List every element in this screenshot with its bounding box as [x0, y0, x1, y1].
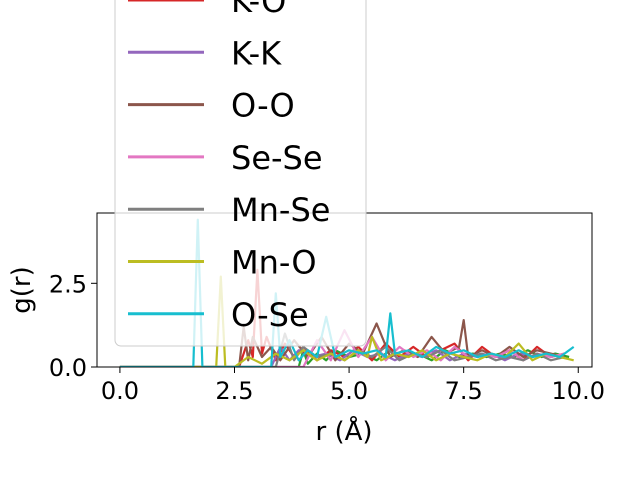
series-line-2 — [119, 345, 561, 367]
legend-label: Se-Se — [231, 139, 323, 177]
x-tick-label: 2.5 — [215, 377, 253, 405]
series-line-4 — [119, 329, 565, 367]
y-tick-label: 2.5 — [49, 270, 87, 298]
legend-label: O-Se — [231, 296, 309, 334]
x-axis: 0.0 2.5 5.0 7.5 10.0 — [101, 367, 605, 405]
legend-label: Mn-Se — [231, 191, 330, 229]
x-tick-label: 7.5 — [445, 377, 483, 405]
legend-label: K-K — [231, 34, 282, 72]
y-axis-label: g(r) — [7, 266, 37, 313]
x-tick-label: 5.0 — [330, 377, 368, 405]
legend-label: O-O — [231, 87, 295, 125]
x-tick-label: 0.0 — [101, 377, 139, 405]
legend-box — [114, 0, 367, 347]
legend-label: Mn-O — [231, 244, 317, 282]
x-axis-label: r (Å) — [315, 415, 372, 447]
x-tick-label: 10.0 — [552, 377, 605, 405]
legend-label: K-O — [231, 0, 286, 20]
y-tick-label: 0.0 — [49, 354, 87, 382]
series-line-7 — [119, 218, 575, 367]
legend: K-O K-K O-O Se-Se Mn-Se Mn-O O-Se — [114, 0, 367, 347]
y-axis: 0.0 2.5 — [49, 270, 97, 382]
